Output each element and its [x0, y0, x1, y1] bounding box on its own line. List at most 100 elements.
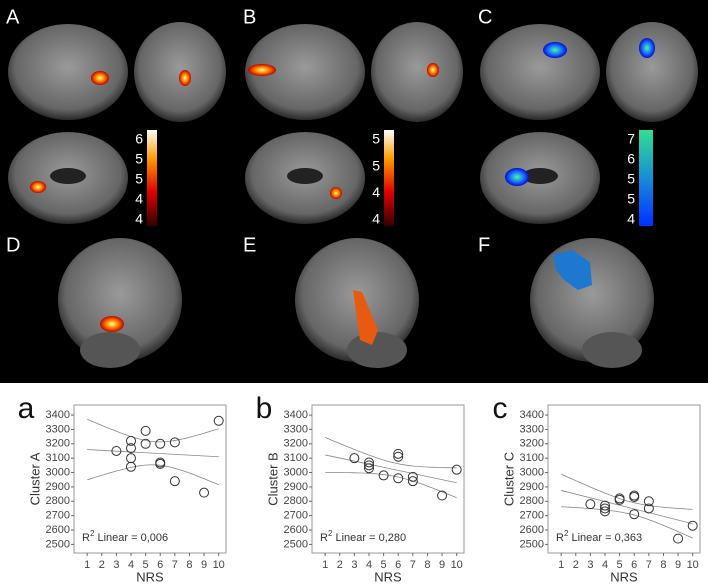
confidence-band	[87, 418, 219, 443]
data-point	[437, 490, 448, 501]
activation	[639, 38, 655, 58]
sagittal-slice	[480, 24, 600, 120]
r-squared-sup: 2	[564, 529, 569, 538]
activation	[248, 64, 276, 76]
panel-letter: c	[493, 392, 508, 425]
activation	[30, 181, 46, 193]
data-point	[643, 496, 654, 507]
data-point	[364, 457, 374, 468]
data-point	[393, 448, 404, 459]
panel-label: C	[478, 6, 492, 28]
x-tick-label: 4	[128, 559, 134, 571]
x-axis-title: NRS	[136, 569, 164, 584]
y-tick-label: 2700	[284, 510, 308, 522]
data-point	[126, 443, 136, 454]
data-point	[140, 425, 151, 436]
data-point	[364, 463, 374, 474]
y-tick-label: 3400	[46, 409, 70, 421]
y-tick-label: 3400	[284, 409, 308, 421]
y-tick-label: 2900	[46, 481, 70, 493]
panel-letter: a	[18, 392, 35, 425]
x-tick-label: 2	[573, 559, 579, 571]
x-tick-label: 5	[381, 559, 387, 571]
x-tick-label: 8	[424, 559, 430, 571]
y-tick-label: 2500	[284, 538, 308, 550]
plot-area	[547, 404, 701, 554]
colorbar-label: 4	[135, 191, 143, 207]
y-tick-label: 3100	[46, 452, 70, 464]
y-tick-label: 2800	[284, 495, 308, 507]
colorbar-label: 5	[627, 171, 635, 187]
y-tick-label: 2800	[46, 495, 70, 507]
ventricle	[522, 168, 558, 184]
confidence-band	[325, 437, 457, 469]
coronal-slice	[134, 22, 226, 122]
x-tick-label: 10	[213, 559, 225, 571]
colorbar-label: 6	[627, 151, 635, 167]
r-squared: R2 Linear = 0,006	[82, 529, 168, 544]
activation	[330, 187, 342, 199]
data-point	[407, 471, 418, 482]
data-point	[629, 491, 640, 502]
data-point	[600, 500, 610, 511]
y-tick-label: 3300	[46, 423, 70, 435]
r-squared: R2 Linear = 0,280	[320, 529, 406, 544]
x-tick-label: 8	[186, 559, 192, 571]
scatter-chart: 2500 2600 2700 2800 2900 3000 3100 3200 3300 3400…	[493, 392, 701, 584]
y-axis-title: Cluster C	[501, 452, 516, 506]
colorbar-label: 5	[372, 131, 380, 147]
y-tick-label: 2600	[284, 524, 308, 536]
fit-line	[87, 449, 219, 458]
colorbar-label: 7	[627, 131, 635, 147]
y-tick-label: 3100	[520, 452, 544, 464]
activation	[353, 290, 378, 345]
r-squared-base: R	[82, 532, 90, 544]
y-tick-label: 3400	[520, 409, 544, 421]
x-tick-label: 6	[157, 559, 163, 571]
x-tick-label: 7	[172, 559, 178, 571]
data-point	[585, 499, 596, 510]
x-tick-label: 3	[351, 559, 357, 571]
data-point	[213, 415, 224, 426]
data-point	[169, 476, 180, 487]
data-point	[169, 437, 180, 448]
fit-line	[325, 454, 457, 484]
data-point	[364, 460, 374, 471]
data-point	[600, 503, 610, 514]
y-axis-title: Cluster A	[27, 452, 42, 505]
plot-area	[73, 404, 227, 554]
colorbar	[639, 130, 653, 226]
y-tick-label: 3300	[284, 423, 308, 435]
y-tick-label: 2700	[520, 510, 544, 522]
x-tick-label: 10	[451, 559, 463, 571]
cerebellum	[347, 332, 407, 368]
brain-images: 6 5 5 4 4 A D 5 5 4 4 B E 7 6 5 5 4 C F	[6, 6, 698, 368]
activation	[553, 250, 592, 290]
coronal-slice	[606, 22, 698, 122]
data-point	[629, 509, 640, 520]
data-point	[407, 476, 418, 487]
x-tick-label: 9	[201, 559, 207, 571]
scatter-chart: 2500 2600 2700 2800 2900 3000 3100 3200 3300 3400…	[18, 392, 227, 584]
colorbar-label: 5	[372, 157, 380, 173]
x-axis-title: NRS	[610, 569, 638, 584]
colorbar-label: 6	[135, 131, 143, 147]
confidence-band	[561, 473, 693, 510]
data-point	[687, 520, 698, 531]
x-tick-label: 4	[366, 559, 372, 571]
x-tick-label: 10	[687, 559, 699, 571]
x-tick-label: 6	[631, 559, 637, 571]
x-tick-label: 7	[410, 559, 416, 571]
y-tick-label: 3000	[46, 466, 70, 478]
r-squared-base: R	[320, 532, 328, 544]
data-point	[451, 464, 462, 475]
x-tick-label: 1	[322, 559, 328, 571]
y-tick-label: 2800	[520, 495, 544, 507]
data-point	[600, 506, 610, 517]
r-squared-rest: Linear = 0,280	[332, 532, 406, 544]
r-squared-rest: Linear = 0,006	[94, 532, 168, 544]
y-tick-label: 3200	[520, 438, 544, 450]
r-squared-sup: 2	[328, 529, 333, 538]
y-tick-label: 2900	[520, 481, 544, 493]
coronal-slice	[371, 22, 463, 122]
